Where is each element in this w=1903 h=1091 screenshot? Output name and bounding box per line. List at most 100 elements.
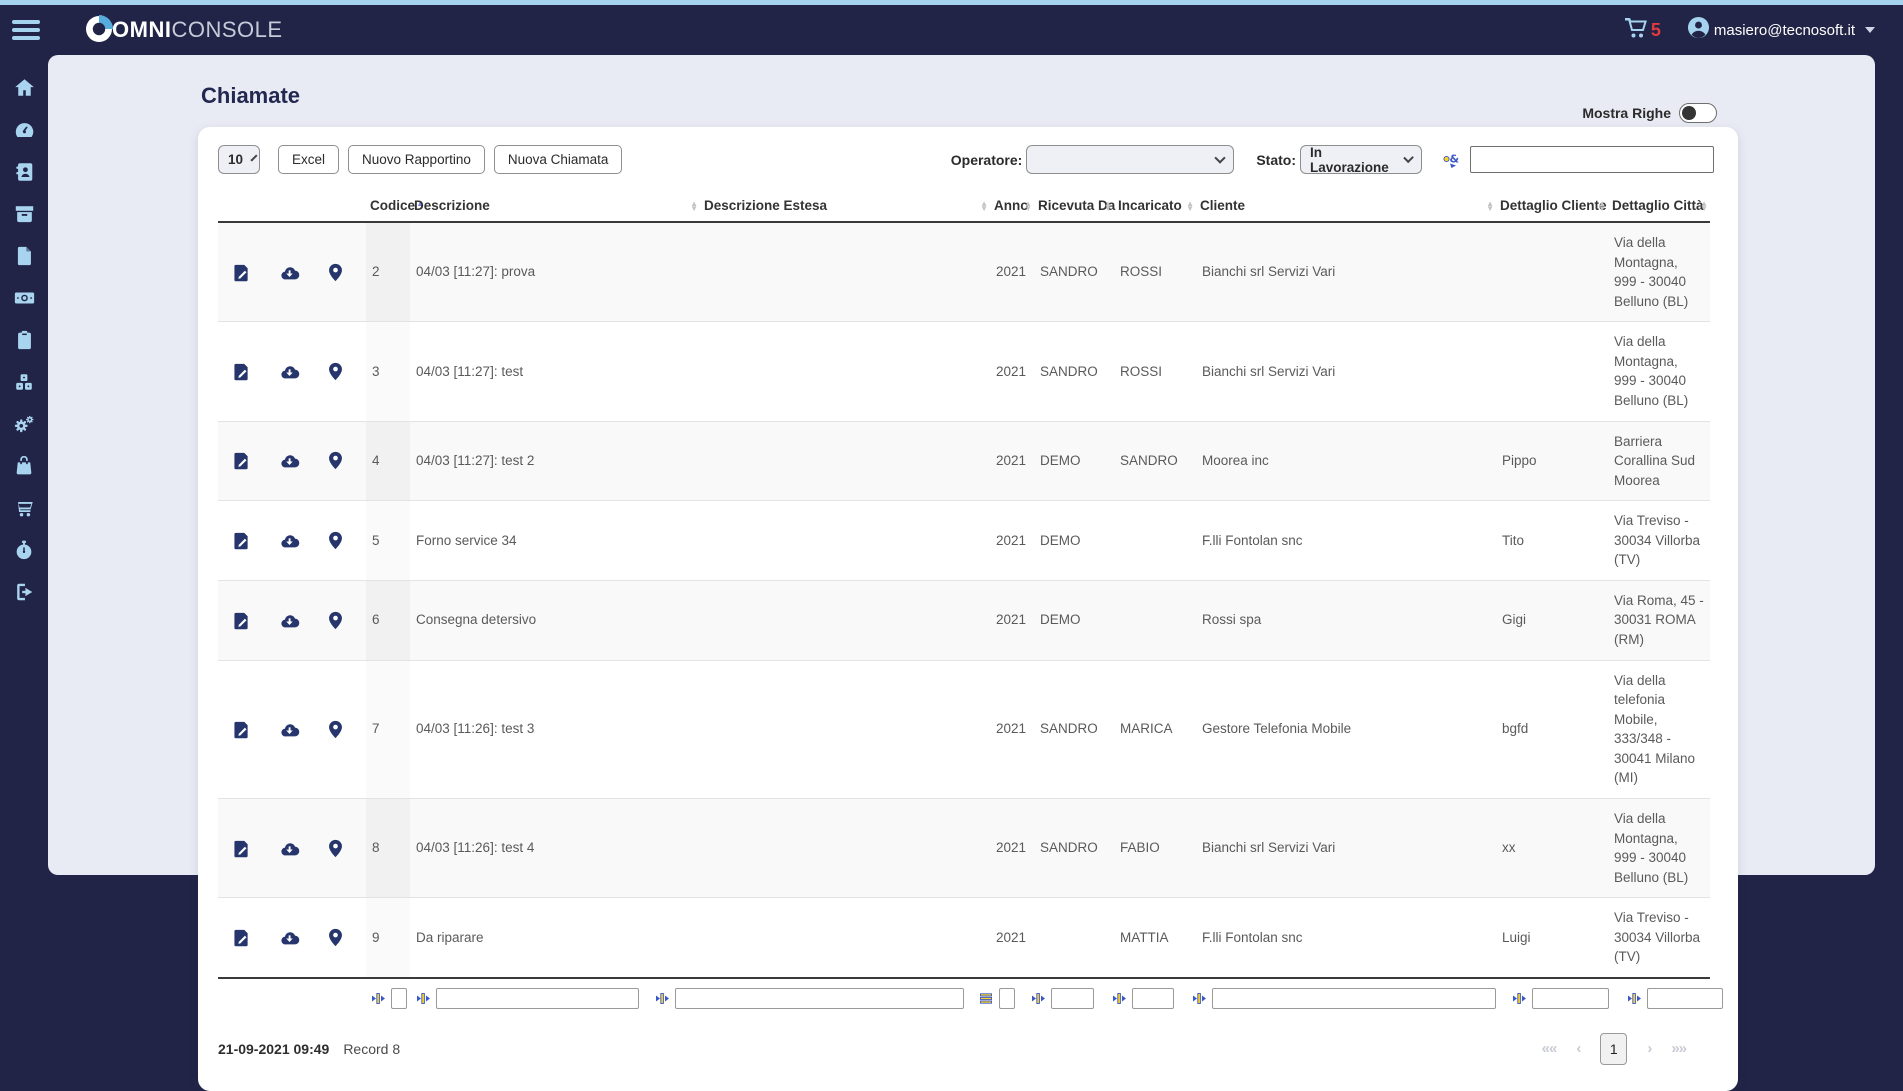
table-row: 3 04/03 [11:27]: test 2021 SANDRO ROSSI … [218,322,1710,421]
cloud-download-icon[interactable] [279,264,300,281]
sidebar-item-home[interactable] [11,79,37,101]
map-pin-icon[interactable] [328,720,343,739]
card-footer: 21-09-2021 09:49 Record 8 «« ‹ 1 › »» [218,1033,1714,1065]
cell-anno: 2021 [990,501,1034,581]
cloud-download-icon[interactable] [279,452,300,469]
sidebar-item-dashboard[interactable] [11,121,37,143]
nuova-chiamata-button[interactable]: Nuova Chiamata [494,145,623,174]
table-row: 4 04/03 [11:27]: test 2 2021 DEMO SANDRO… [218,421,1710,501]
gauge-icon [13,119,36,146]
filter-input-codice[interactable] [391,988,407,1009]
search-input[interactable] [1470,146,1714,173]
filter-input-dettaglio-citta[interactable] [1647,988,1723,1009]
cloud-download-icon[interactable] [279,363,300,380]
page-next-button[interactable]: › [1647,1040,1651,1057]
edit-icon[interactable] [232,839,251,858]
sort-icons: ▲▼ [1186,201,1194,211]
edit-icon[interactable] [232,263,251,282]
map-pin-icon[interactable] [328,531,343,550]
filter-icon-codice[interactable] [372,992,385,1005]
edit-icon[interactable] [232,611,251,630]
edit-icon[interactable] [232,451,251,470]
filter-icon-descrizione-estesa[interactable] [656,992,669,1005]
sidebar-item-documents[interactable] [11,247,37,269]
cell-codice: 8 [366,798,410,897]
filter-icon-dettaglio-citta[interactable] [1628,992,1641,1005]
map-pin-icon[interactable] [328,839,343,858]
map-pin-icon[interactable] [328,263,343,282]
sidebar-item-tasks[interactable] [11,331,37,353]
table-header-row: Codice▲ Descrizione▲▼ Descrizione Estesa… [218,190,1710,222]
page-number-button[interactable]: 1 [1600,1033,1627,1065]
operatore-select[interactable] [1026,145,1234,174]
page-first-button[interactable]: «« [1542,1040,1557,1057]
cloud-download-icon[interactable] [279,840,300,857]
edit-icon[interactable] [232,362,251,381]
filter-input-descrizione[interactable] [436,988,639,1009]
cell-descrizione: 04/03 [11:27]: prova [410,222,700,322]
cloud-download-icon[interactable] [279,929,300,946]
cell-descrizione: 04/03 [11:27]: test 2 [410,421,700,501]
edit-icon[interactable] [232,720,251,739]
col-descrizione[interactable]: Descrizione▲▼ [410,190,700,222]
map-pin-icon[interactable] [328,928,343,947]
map-pin-icon[interactable] [328,611,343,630]
col-descrizione-estesa[interactable]: Descrizione Estesa▲▼ [700,190,990,222]
filter-input-descrizione-estesa[interactable] [675,988,964,1009]
filter-icon-descrizione[interactable] [417,992,430,1005]
edit-icon[interactable] [232,928,251,947]
cloud-download-icon[interactable] [279,532,300,549]
show-rows-toggle[interactable] [1679,103,1717,123]
filter-input-cliente[interactable] [1212,988,1496,1009]
record-count: Record 8 [343,1041,400,1057]
filter-icon-ricevuta-da[interactable] [1032,992,1045,1005]
sidebar-item-settings[interactable] [11,415,37,437]
sidebar-item-cart[interactable] [11,499,37,521]
col-anno[interactable]: Anno▲▼ [990,190,1034,222]
col-ricevuta-da[interactable]: Ricevuta Da▲▼ [1034,190,1114,222]
page-prev-button[interactable]: ‹ [1576,1040,1580,1057]
filter-lines-icon-anno[interactable] [979,992,993,1005]
col-dettaglio-citta[interactable]: Dettaglio Città▲▼ [1608,190,1710,222]
sidebar-item-contacts[interactable] [11,163,37,185]
map-pin-icon[interactable] [328,451,343,470]
cell-descrizione-estesa [700,580,990,660]
col-cliente[interactable]: Cliente▲▼ [1196,190,1496,222]
user-menu-button[interactable]: masiero@tecnosoft.it [1687,16,1875,44]
map-pin-icon[interactable] [328,362,343,381]
cell-dettaglio-cliente: xx [1496,798,1608,897]
sidebar-item-archive[interactable] [11,205,37,227]
filter-icon-dettaglio-cliente[interactable] [1513,992,1526,1005]
cloud-download-icon[interactable] [279,612,300,629]
toolbar-right: Operatore: Stato: In Lavorazione & [951,145,1714,174]
sidebar-item-logout[interactable] [11,583,37,605]
filter-icon-incaricato[interactable] [1113,992,1126,1005]
sidebar-item-time[interactable] [11,541,37,563]
filter-input-anno[interactable] [999,988,1015,1009]
col-codice[interactable]: Codice▲ [366,190,410,222]
cell-incaricato [1114,501,1196,581]
cloud-download-icon[interactable] [279,721,300,738]
filter-icon-cliente[interactable] [1193,992,1206,1005]
header-cart-button[interactable]: 5 [1623,16,1661,45]
page-last-button[interactable]: »» [1671,1040,1686,1057]
sidebar-item-modules[interactable] [11,373,37,395]
filter-input-dettaglio-cliente[interactable] [1532,988,1609,1009]
cell-dettaglio-cliente: Tito [1496,501,1608,581]
quick-search-icon[interactable]: & [1442,150,1462,170]
col-dettaglio-cliente[interactable]: Dettaglio Cliente▲▼ [1496,190,1608,222]
caret-down-icon [1865,27,1875,33]
menu-icon[interactable] [12,20,40,40]
nuovo-rapportino-button[interactable]: Nuovo Rapportino [348,145,485,174]
filter-input-ricevuta-da[interactable] [1051,988,1094,1009]
edit-icon[interactable] [232,531,251,550]
col-incaricato[interactable]: Incaricato▲▼ [1114,190,1196,222]
excel-button[interactable]: Excel [278,145,339,174]
page-size-select[interactable]: 10 [218,145,260,174]
filter-input-incaricato[interactable] [1132,988,1174,1009]
stato-select[interactable]: In Lavorazione [1300,145,1422,174]
cell-ricevuta-da: DEMO [1034,501,1114,581]
sidebar-item-shop[interactable] [11,457,37,479]
sidebar-item-payments[interactable] [11,289,37,311]
